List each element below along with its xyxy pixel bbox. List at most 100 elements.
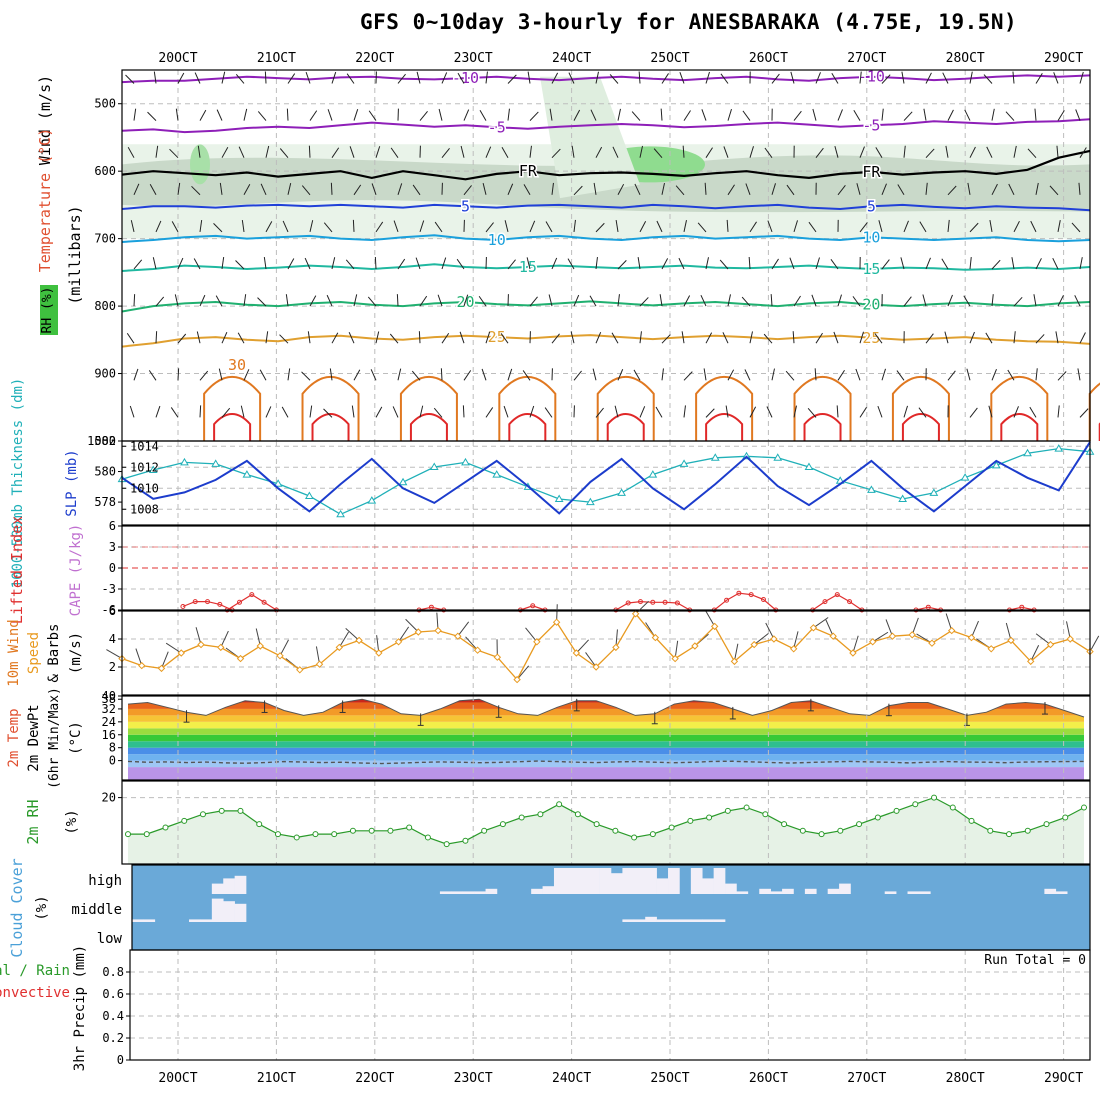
wind-barb xyxy=(859,146,865,158)
wind-barb xyxy=(1055,331,1059,344)
wind-barb xyxy=(727,108,732,121)
wind-barb xyxy=(221,71,226,84)
rh-marker xyxy=(237,807,244,814)
isotherm-line xyxy=(121,263,1091,272)
cloud-cover-bar xyxy=(553,868,566,894)
surface-wind-barb xyxy=(705,610,716,627)
wind-barb xyxy=(282,220,289,233)
wind-barb xyxy=(612,146,619,158)
wind-barb xyxy=(942,72,949,84)
wind-barb xyxy=(1079,332,1086,344)
rh-marker xyxy=(387,827,394,834)
isotherm-line xyxy=(121,203,1091,212)
wind-barb xyxy=(243,184,251,196)
lifted-index-marker xyxy=(748,592,754,598)
wind-barb xyxy=(595,71,599,84)
cloud-cover-bar xyxy=(656,919,669,922)
wind-barb xyxy=(177,333,187,344)
wind-barb xyxy=(609,74,619,84)
wind-barb xyxy=(771,368,775,381)
wind-barb xyxy=(793,220,798,233)
cloud-cover-bar xyxy=(223,878,235,894)
rh-marker xyxy=(125,831,131,838)
wind-barb xyxy=(661,182,665,195)
rh-area xyxy=(128,797,1084,864)
wind-barb xyxy=(393,220,399,233)
wind-barb xyxy=(1013,145,1017,158)
lifted-index-line xyxy=(1009,606,1035,611)
wind-barb xyxy=(683,371,693,381)
wind-barb xyxy=(523,184,531,196)
wind-barb xyxy=(764,147,773,158)
wind-barb xyxy=(567,258,575,270)
isotherm-35-loop xyxy=(901,413,940,441)
wind-speed-marker xyxy=(493,653,502,661)
wind-barb xyxy=(639,145,643,158)
rh-line xyxy=(128,796,1085,845)
lifted-index-line xyxy=(615,600,690,611)
wind-barb xyxy=(637,257,641,270)
run-total-label: Run Total = 0 xyxy=(984,953,1086,968)
wind-speed-marker xyxy=(434,626,442,635)
wind-barb xyxy=(705,147,713,158)
wind-barb xyxy=(683,405,686,418)
surface-wind-barb xyxy=(852,635,859,654)
wind-barb xyxy=(169,148,179,159)
panel-frame xyxy=(129,949,1091,1061)
y-tick-label: 582 xyxy=(94,434,116,448)
wind-barb xyxy=(153,71,157,84)
cloud-cover-bar xyxy=(223,901,235,922)
wind-barb xyxy=(697,222,707,233)
wind-speed-marker xyxy=(809,624,818,632)
wind-barb xyxy=(1057,110,1065,121)
wind-barb xyxy=(875,147,883,158)
isotherm-label: 5 xyxy=(461,197,470,215)
wind-barb xyxy=(221,146,229,158)
thickness-marker xyxy=(679,459,689,467)
wind-barb xyxy=(463,294,469,307)
isotherm-label: 25 xyxy=(862,329,880,347)
panel-frame xyxy=(121,440,1091,526)
isotherm-label: -5 xyxy=(862,116,880,134)
wind-barb xyxy=(264,71,267,84)
wind-barb xyxy=(485,331,491,344)
wind-barb xyxy=(507,108,510,121)
axis-label: Wind (m/s) xyxy=(36,75,54,165)
y-tick-label: 3 xyxy=(109,540,116,554)
isotherm-label: 5 xyxy=(867,197,876,215)
top-time-label: 23OCT xyxy=(454,51,493,66)
rh-marker xyxy=(1043,821,1050,828)
wind-barb xyxy=(434,221,443,233)
wind-barb xyxy=(199,219,203,232)
wind-barb xyxy=(1057,371,1067,381)
top-time-label: 21OCT xyxy=(257,51,296,66)
y-tick-label: 4 xyxy=(109,632,116,646)
isotherm-30-loop xyxy=(891,376,950,441)
wind-barb xyxy=(396,294,399,307)
temperature-band xyxy=(128,715,1084,722)
cloud-cover-bar xyxy=(725,883,737,894)
axis-label: (%) xyxy=(34,895,50,920)
lifted-index-marker xyxy=(530,603,536,609)
wind-barb xyxy=(969,146,976,158)
wind-barb xyxy=(573,185,583,196)
lifted-index-marker xyxy=(180,604,186,609)
temperature-band xyxy=(128,699,1084,703)
wind-barb xyxy=(969,331,975,344)
wind-barb xyxy=(705,257,709,270)
wind-barb xyxy=(199,109,207,121)
wind-barb xyxy=(991,294,994,307)
wind-barb xyxy=(549,108,553,121)
wind-barb xyxy=(1013,331,1016,344)
wind-barb xyxy=(807,408,817,418)
cloud-cover-bar xyxy=(234,903,247,922)
rh-marker xyxy=(912,801,919,808)
axis-label: CAPE (J/kg) xyxy=(68,524,84,617)
wind-barb xyxy=(877,405,883,418)
lifted-index-marker xyxy=(822,599,828,605)
wind-barb xyxy=(193,258,201,270)
thickness-marker xyxy=(586,497,595,506)
thickness-marker xyxy=(367,496,377,504)
cloud-cover-bar xyxy=(611,873,623,894)
rh-marker xyxy=(481,827,488,834)
